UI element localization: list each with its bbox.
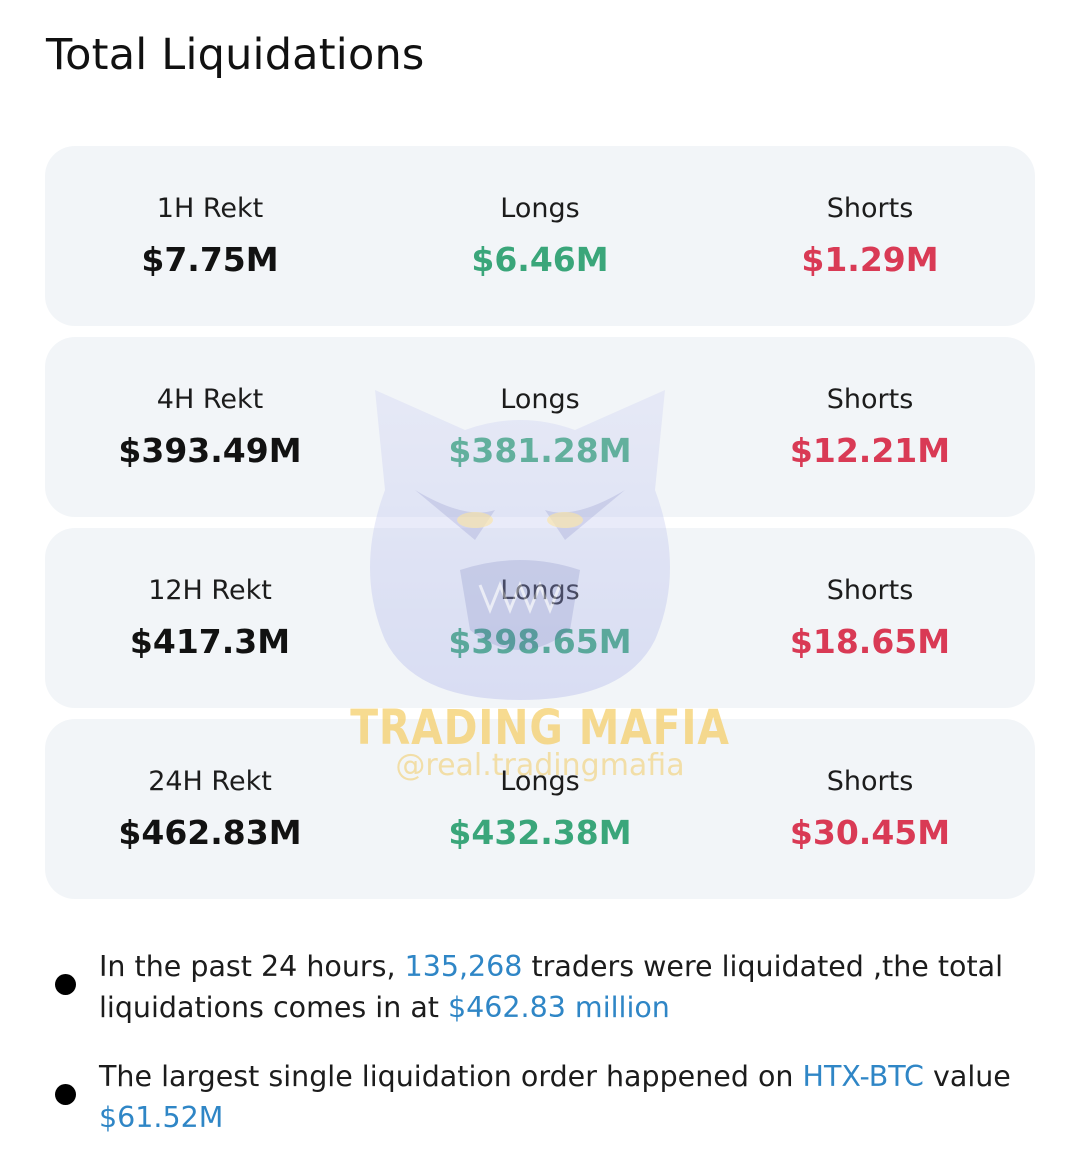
- period-label: 4H Rekt: [156, 384, 264, 415]
- longs-column: Longs $432.38M: [375, 719, 705, 899]
- shorts-label: Shorts: [826, 384, 914, 415]
- card-1h: 1H Rekt $7.75M Longs $6.46M Shorts $1.29…: [45, 146, 1035, 326]
- shorts-column: Shorts $12.21M: [705, 337, 1035, 517]
- shorts-label: Shorts: [826, 575, 914, 606]
- period-label: 24H Rekt: [148, 766, 272, 797]
- total-column: 4H Rekt $393.49M: [45, 337, 375, 517]
- exchange-pair-link[interactable]: HTX-BTC: [802, 1060, 924, 1093]
- largest-order-value-link[interactable]: $61.52M: [99, 1101, 224, 1134]
- bullet-dot-icon: [55, 1084, 76, 1105]
- longs-column: Longs $398.65M: [375, 528, 705, 708]
- total-value: $462.83M: [118, 813, 302, 852]
- shorts-value: $1.29M: [801, 240, 939, 279]
- bullet-dot-icon: [55, 974, 76, 995]
- page-title: Total Liquidations: [46, 30, 425, 80]
- card-24h: 24H Rekt $462.83M Longs $432.38M Shorts …: [45, 719, 1035, 899]
- card-12h: 12H Rekt $417.3M Longs $398.65M Shorts $…: [45, 528, 1035, 708]
- shorts-value: $30.45M: [789, 813, 951, 852]
- longs-value: $432.38M: [448, 813, 632, 852]
- shorts-column: Shorts $30.45M: [705, 719, 1035, 899]
- trader-count-link[interactable]: 135,268: [404, 950, 523, 983]
- shorts-value: $12.21M: [789, 431, 951, 470]
- longs-value: $398.65M: [448, 622, 632, 661]
- longs-column: Longs $381.28M: [375, 337, 705, 517]
- card-4h: 4H Rekt $393.49M Longs $381.28M Shorts $…: [45, 337, 1035, 517]
- shorts-column: Shorts $1.29M: [705, 146, 1035, 326]
- bullet-text: In the past 24 hours,: [99, 950, 405, 983]
- longs-label: Longs: [500, 766, 580, 797]
- longs-label: Longs: [500, 193, 580, 224]
- longs-value: $6.46M: [471, 240, 609, 279]
- bullet-text: value: [923, 1060, 1011, 1093]
- liquidation-cards: 1H Rekt $7.75M Longs $6.46M Shorts $1.29…: [45, 146, 1035, 910]
- total-value: $393.49M: [118, 431, 302, 470]
- total-value: $417.3M: [129, 622, 291, 661]
- longs-label: Longs: [500, 575, 580, 606]
- bullet-text: The largest single liquidation order hap…: [99, 1060, 803, 1093]
- shorts-label: Shorts: [826, 766, 914, 797]
- longs-value: $381.28M: [448, 431, 632, 470]
- shorts-column: Shorts $18.65M: [705, 528, 1035, 708]
- total-amount-link[interactable]: $462.83 million: [448, 991, 670, 1024]
- longs-column: Longs $6.46M: [375, 146, 705, 326]
- period-label: 12H Rekt: [148, 575, 272, 606]
- shorts-value: $18.65M: [789, 622, 951, 661]
- bullet-item: The largest single liquidation order hap…: [52, 1056, 1042, 1138]
- total-value: $7.75M: [141, 240, 279, 279]
- bullet-item: In the past 24 hours, 135,268 traders we…: [52, 946, 1042, 1028]
- bullet-text: traders were liquidated ,the total liqui…: [99, 950, 1004, 1024]
- period-label: 1H Rekt: [156, 193, 264, 224]
- total-column: 24H Rekt $462.83M: [45, 719, 375, 899]
- summary-bullets: In the past 24 hours, 135,268 traders we…: [52, 946, 1042, 1166]
- shorts-label: Shorts: [826, 193, 914, 224]
- longs-label: Longs: [500, 384, 580, 415]
- total-column: 1H Rekt $7.75M: [45, 146, 375, 326]
- total-column: 12H Rekt $417.3M: [45, 528, 375, 708]
